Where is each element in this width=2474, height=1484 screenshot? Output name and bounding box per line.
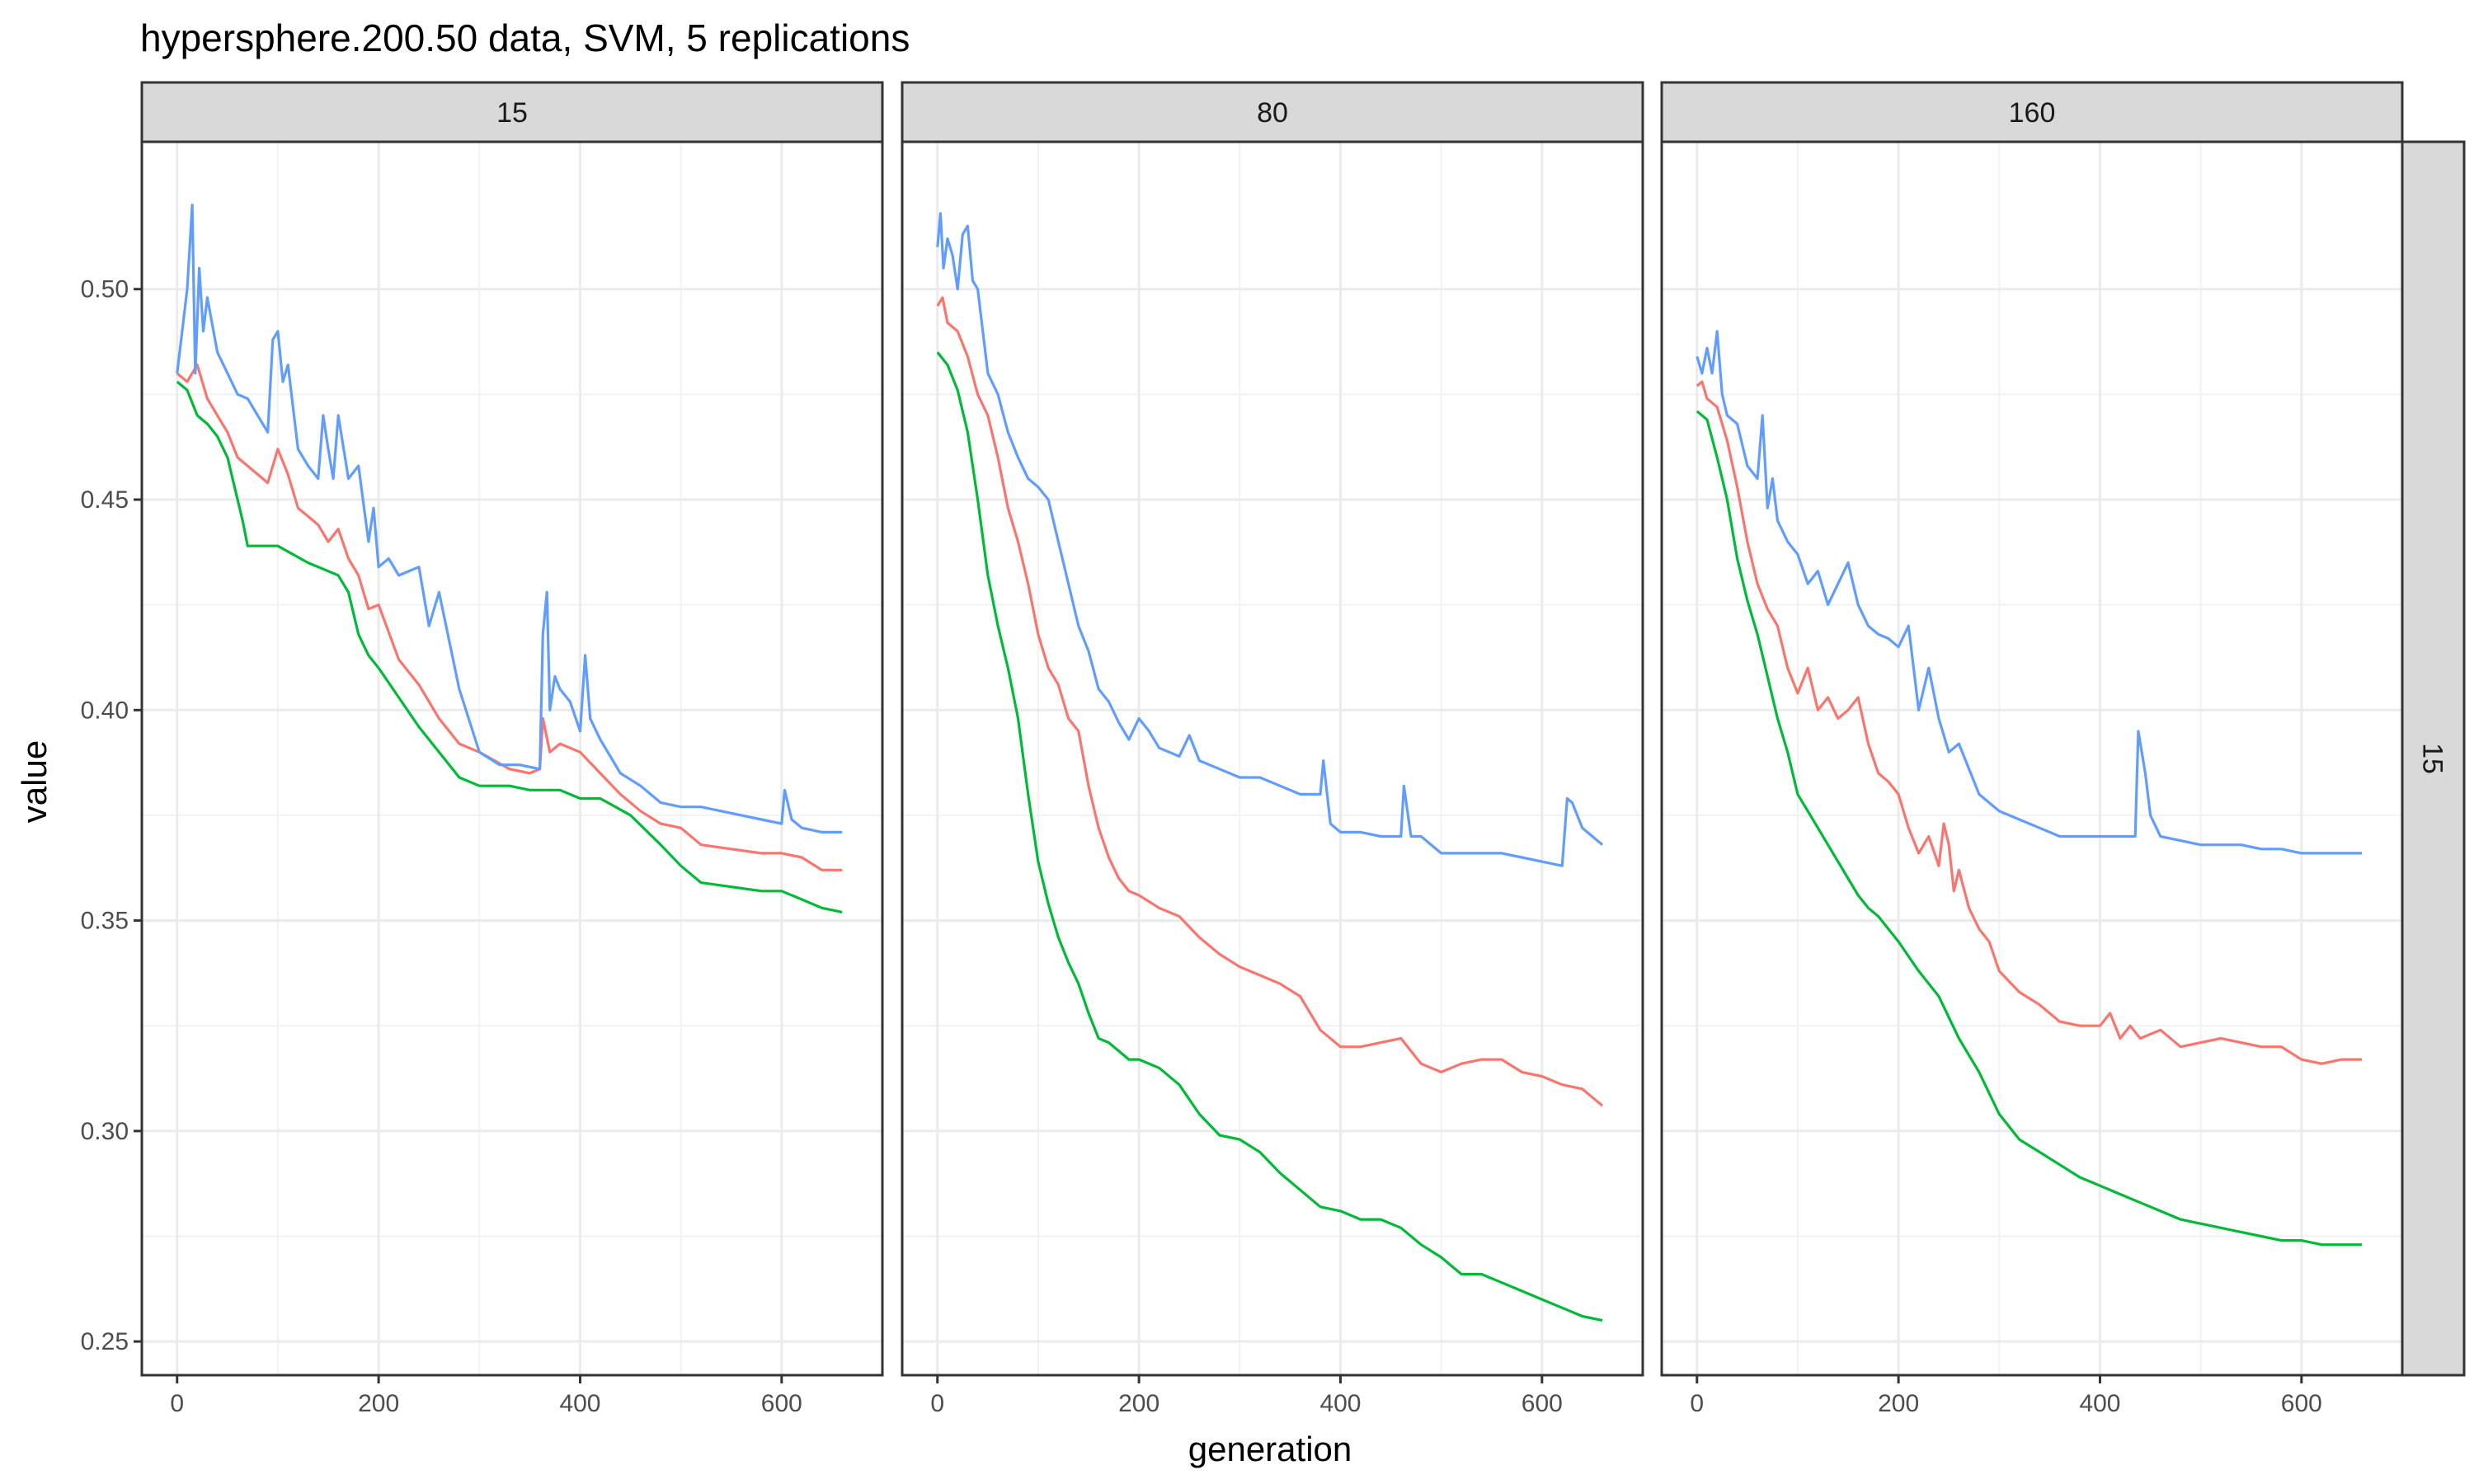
- y-tick-label: 0.50: [81, 276, 129, 303]
- series-line: [1696, 380, 2363, 1065]
- series-line: [176, 380, 843, 913]
- x-tick-label: 400: [559, 1390, 600, 1417]
- row-strip-label: 15: [2417, 743, 2448, 774]
- panel-background: [142, 142, 882, 1375]
- y-tick-label: 0.35: [81, 908, 129, 935]
- x-tick-label: 400: [1319, 1390, 1361, 1417]
- y-tick-label: 0.30: [81, 1118, 129, 1145]
- facet-strip: [901, 81, 1644, 143]
- facet-strip-label: 15: [496, 97, 528, 129]
- x-tick-label: 200: [1118, 1390, 1159, 1417]
- series-line: [936, 296, 1604, 1107]
- panel-15: 15 0 200 400 600 0.25 0.30 0.35 0.40 0.45 0.50: [81, 81, 884, 1417]
- x-tick-label: 600: [1522, 1390, 1563, 1417]
- panels: 15 0 200 400 600 0.25 0.30 0.35 0.40 0.45 0.50 80 0 2…: [81, 81, 2466, 1417]
- series-line: [1696, 410, 2363, 1247]
- chart-title: hypersphere.200.50 data, SVM, 5 replicat…: [140, 16, 910, 59]
- series-line: [936, 351, 1603, 1322]
- x-tick-label: 200: [1878, 1390, 1919, 1417]
- x-tick-label: 0: [930, 1390, 944, 1417]
- facet-strip: [140, 81, 884, 143]
- series-line: [1696, 330, 2363, 855]
- series-line: [176, 364, 843, 871]
- x-tick-label: 200: [358, 1390, 399, 1417]
- y-axis-title: value: [15, 740, 54, 823]
- series-line: [936, 212, 1604, 867]
- y-tick-label: 0.45: [81, 486, 129, 514]
- row-strip: [2401, 140, 2466, 1377]
- series-line: [176, 204, 843, 834]
- y-tick-label: 0.25: [81, 1328, 129, 1355]
- x-tick-label: 600: [761, 1390, 802, 1417]
- y-tick-label: 0.40: [81, 697, 129, 724]
- x-axis-title: generation: [1188, 1430, 1352, 1468]
- x-tick-label: 600: [2281, 1390, 2322, 1417]
- x-tick-label: 400: [2079, 1390, 2120, 1417]
- panel-background: [1662, 142, 2402, 1375]
- facet-strip-label: 80: [1257, 97, 1288, 129]
- panel-background: [902, 142, 1643, 1375]
- facet-strip: [1660, 81, 2404, 143]
- panel-160: 160 0 200 400 600: [1660, 81, 2404, 1417]
- facet-strip-label: 160: [2009, 97, 2056, 129]
- panel-80: 80 0 200 400 600: [901, 81, 1644, 1417]
- x-tick-label: 0: [1690, 1390, 1704, 1417]
- x-tick-label: 0: [170, 1390, 184, 1417]
